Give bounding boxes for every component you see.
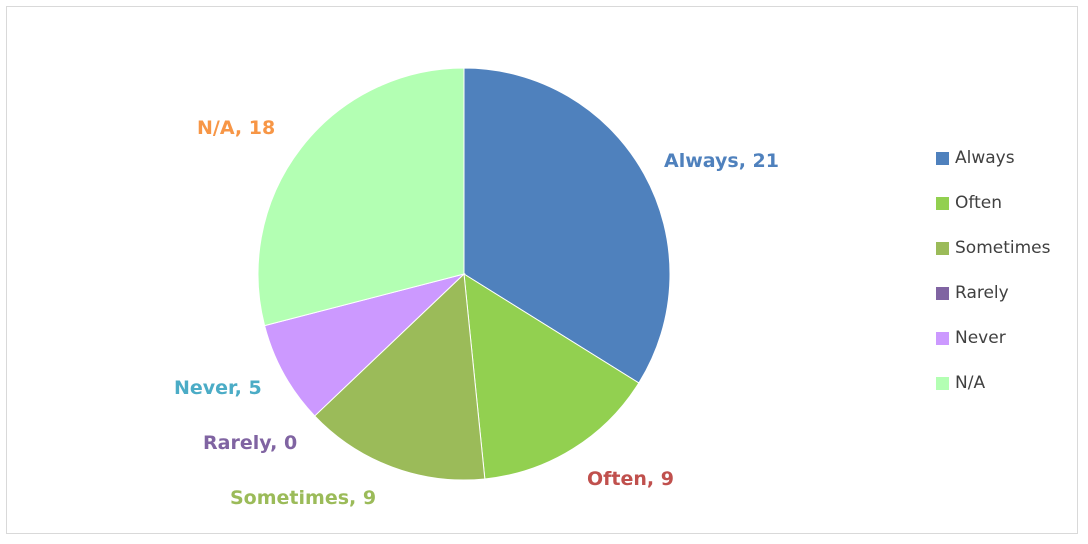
data-label-sometimes: Sometimes, 9 [230, 487, 376, 509]
legend-swatch-sometimes [936, 241, 949, 255]
legend-item-na[interactable]: N/A [936, 372, 1076, 394]
legend-label-sometimes: Sometimes [955, 238, 1051, 258]
pie-slices [257, 67, 671, 481]
pie-data-labels: Always, 21 Often, 9 Sometimes, 9 Rarely,… [174, 117, 779, 509]
data-label-never: Never, 5 [174, 377, 262, 399]
legend-swatch-often [936, 196, 949, 210]
data-label-na: N/A, 18 [197, 117, 275, 139]
legend-swatch-na [936, 376, 949, 390]
pie-slice-sometimes[interactable] [313, 272, 486, 481]
pie-slice-na[interactable] [257, 67, 465, 327]
data-label-rarely: Rarely, 0 [203, 432, 297, 454]
pie-slice-never[interactable] [263, 273, 466, 417]
legend-item-sometimes[interactable]: Sometimes [936, 237, 1076, 259]
legend-item-often[interactable]: Often [936, 192, 1076, 214]
data-label-always: Always, 21 [664, 150, 779, 172]
legend-swatch-never [936, 331, 949, 345]
legend-label-always: Always [955, 148, 1015, 168]
legend-label-na: N/A [955, 373, 986, 393]
legend-item-never[interactable]: Never [936, 327, 1076, 349]
legend-label-often: Often [955, 193, 1002, 213]
legend-label-rarely: Rarely [955, 283, 1009, 303]
data-label-often: Often, 9 [587, 468, 674, 490]
legend-label-never: Never [955, 328, 1006, 348]
legend: Always Often Sometimes Rarely Never N/A [936, 147, 1076, 417]
legend-swatch-rarely [936, 286, 949, 300]
legend-item-always[interactable]: Always [936, 147, 1076, 169]
pie-slice-always[interactable] [463, 67, 671, 384]
legend-item-rarely[interactable]: Rarely [936, 282, 1076, 304]
legend-swatch-always [936, 151, 949, 165]
pie-slice-often[interactable] [463, 273, 640, 480]
